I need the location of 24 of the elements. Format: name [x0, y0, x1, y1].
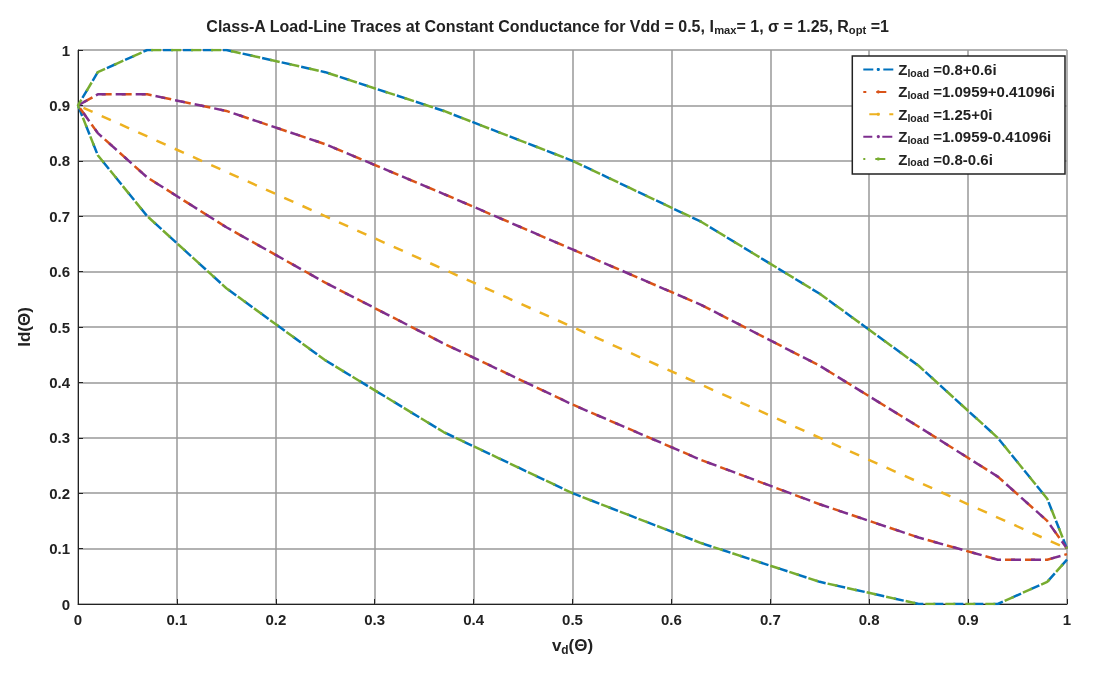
x-tick-label: 0.5: [562, 611, 583, 628]
y-tick-label: 0.4: [49, 373, 71, 391]
y-tick-label: 0.7: [49, 207, 70, 225]
x-tick-label: 0.4: [463, 611, 485, 628]
y-tick-label: 0.8: [49, 152, 70, 170]
x-tick-label: 0.2: [265, 611, 287, 628]
y-tick-label: 0.6: [49, 263, 70, 281]
y-tick-label: 0.9: [49, 96, 70, 114]
y-tick-label: 0.3: [49, 429, 70, 447]
y-tick-label: 0.2: [49, 484, 70, 502]
y-tick-label: 0.5: [49, 318, 70, 336]
x-tick-label: 0.9: [957, 611, 979, 628]
x-tick-label: 0.6: [660, 611, 682, 628]
x-tick-label: 0: [73, 611, 83, 628]
x-tick-label: 0.1: [166, 611, 188, 628]
y-tick-label: 1: [61, 41, 70, 59]
x-tick-label: 0.8: [858, 611, 880, 628]
x-tick-label: 1: [1062, 611, 1072, 628]
y-tick-label: 0: [61, 595, 70, 613]
x-tick-label: 0.7: [759, 611, 781, 628]
line-series: [76, 48, 1069, 606]
y-axis-title: Id(Θ): [15, 307, 34, 347]
y-tick-label: 0.1: [49, 540, 70, 558]
x-tick-label: 0.3: [364, 611, 386, 628]
